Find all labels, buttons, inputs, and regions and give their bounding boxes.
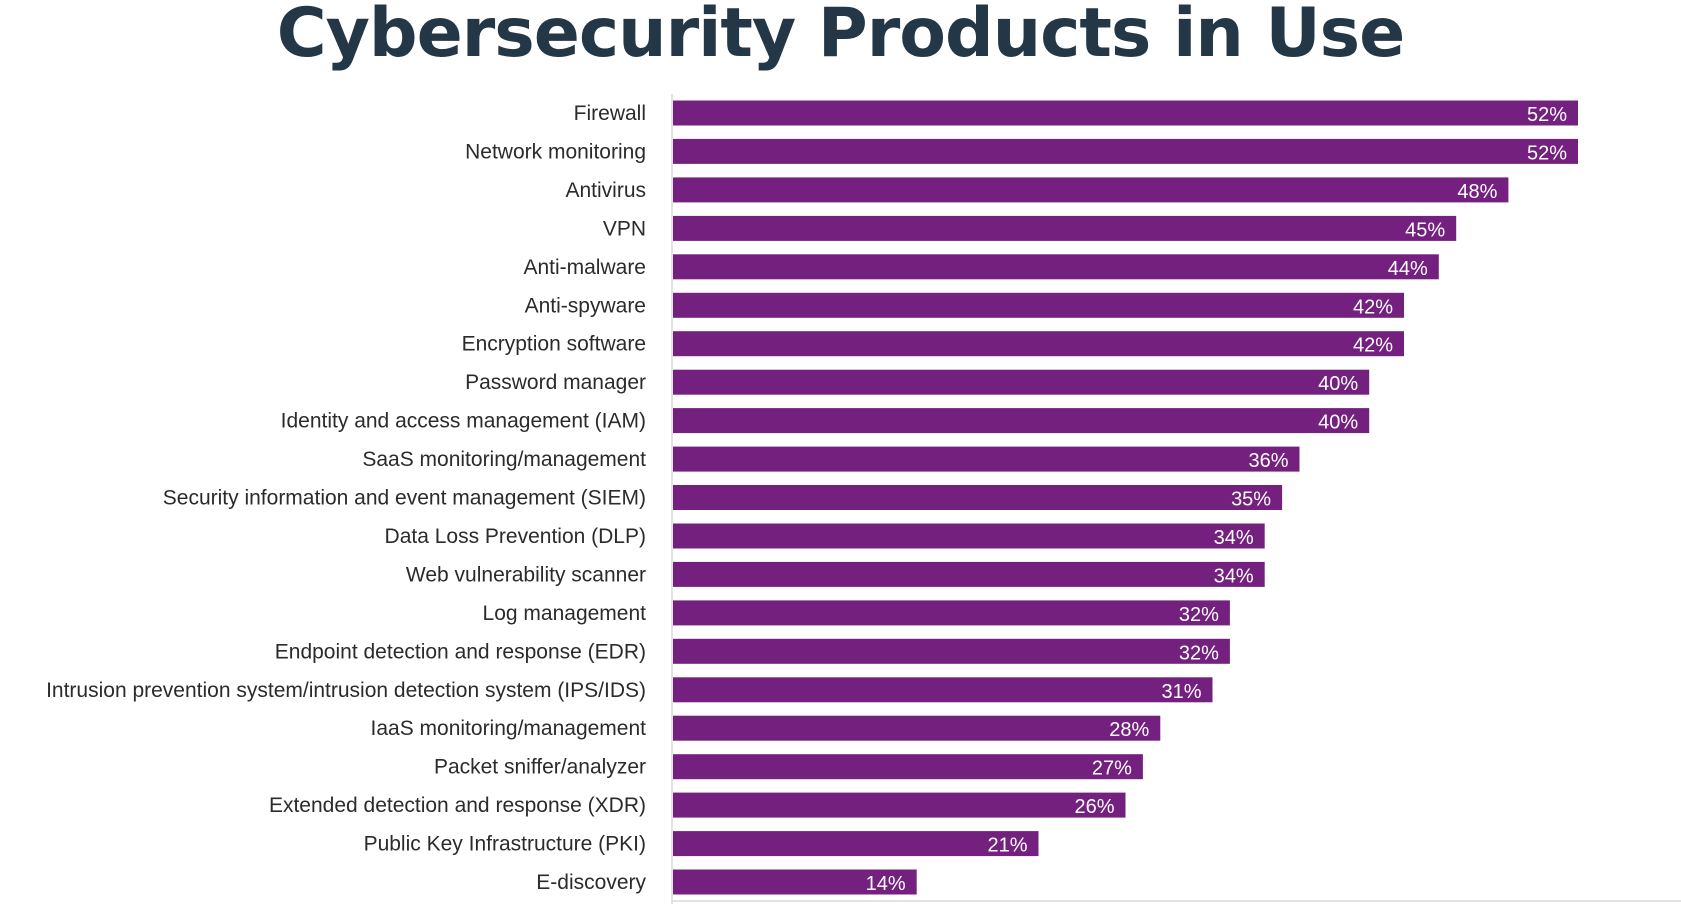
category-label-antivirus: Antivirus [565,179,646,202]
category-label-anti-spyware: Anti-spyware [525,294,646,317]
bar-antivirus [673,177,1509,203]
bars-group [673,100,1578,895]
bar-anti-malware [673,254,1439,280]
category-label-endpoint-detection-and-response-edr: Endpoint detection and response (EDR) [275,640,646,663]
bar-encryption-software [673,331,1404,357]
value-label-password-manager: 40% [1318,373,1358,395]
bar-public-key-infrastructure-pki [673,831,1039,857]
category-label-firewall: Firewall [574,102,646,125]
value-label-saas-monitoring-management: 36% [1248,450,1288,472]
category-label-web-vulnerability-scanner: Web vulnerability scanner [406,563,646,586]
value-label-iaas-monitoring-management: 28% [1109,719,1149,741]
bar-e-discovery [673,869,917,895]
category-label-e-discovery: E-discovery [536,871,646,894]
value-label-public-key-infrastructure-pki: 21% [987,835,1027,857]
value-label-security-information-and-event-management-siem: 35% [1231,489,1271,511]
category-label-encryption-software: Encryption software [462,333,646,356]
bar-log-management [673,600,1230,626]
category-labels: Firewall Network monitoring Antivirus VPN An… [46,102,646,894]
bar-security-information-and-event-management-siem [673,485,1283,510]
category-label-anti-malware: Anti-malware [523,256,646,279]
chart-title: Cybersecurity Products in Use [276,0,1406,73]
category-label-iaas-monitoring-management: IaaS monitoring/management [371,717,647,740]
bar-identity-and-access-management-iam [673,408,1370,434]
value-labels: 52% 52% 48% 45% 44% 42% 42% 40% 40% 36% 35% 34% 34% 3… [866,104,1568,895]
value-label-web-vulnerability-scanner: 34% [1214,565,1254,587]
bar-packet-sniffer-analyzer [673,754,1143,780]
value-label-packet-sniffer-analyzer: 27% [1092,758,1132,780]
value-label-network-monitoring: 52% [1527,142,1567,164]
bar-web-vulnerability-scanner [673,561,1265,587]
value-label-identity-and-access-management-iam: 40% [1318,412,1358,434]
category-label-packet-sniffer-analyzer: Packet sniffer/analyzer [434,756,646,779]
bar-iaas-monitoring-management [673,715,1161,741]
value-label-anti-spyware: 42% [1353,296,1393,318]
category-label-saas-monitoring-management: SaaS monitoring/management [362,448,646,471]
category-label-intrusion-prevention-system-intrusion-detection-system-ips-ids: Intrusion prevention system/intrusion de… [46,679,646,702]
bar-extended-detection-and-response-xdr [673,792,1126,818]
value-label-endpoint-detection-and-response-edr: 32% [1179,642,1219,664]
category-label-network-monitoring: Network monitoring [465,140,646,163]
category-label-password-manager: Password manager [465,371,646,394]
value-label-firewall: 52% [1527,104,1567,126]
bar-firewall [673,100,1578,126]
bar-endpoint-detection-and-response-edr [673,638,1230,664]
value-label-antivirus: 48% [1457,181,1497,203]
value-label-data-loss-prevention-dlp: 34% [1214,527,1254,549]
category-label-vpn: VPN [603,217,646,240]
bar-data-loss-prevention-dlp [673,523,1265,549]
category-label-data-loss-prevention-dlp: Data Loss Prevention (DLP) [385,525,646,548]
bar-network-monitoring [673,138,1578,164]
category-label-public-key-infrastructure-pki: Public Key Infrastructure (PKI) [364,833,646,856]
category-label-identity-and-access-management-iam: Identity and access management (IAM) [281,410,646,433]
category-label-security-information-and-event-management-siem: Security information and event managemen… [163,487,646,510]
category-label-extended-detection-and-response-xdr: Extended detection and response (XDR) [269,794,646,817]
value-label-intrusion-prevention-system-intrusion-detection-system-ips-ids: 31% [1161,681,1201,703]
bar-saas-monitoring-management [673,446,1300,472]
bar-anti-spyware [673,292,1404,318]
value-label-log-management: 32% [1179,604,1219,626]
bar-intrusion-prevention-system-intrusion-detection-system-ips-ids [673,677,1213,703]
category-label-log-management: Log management [483,602,647,625]
value-label-extended-detection-and-response-xdr: 26% [1074,796,1114,818]
value-label-vpn: 45% [1405,219,1445,241]
bar-password-manager [673,369,1370,395]
value-label-encryption-software: 42% [1353,335,1393,357]
value-label-e-discovery: 14% [866,873,906,895]
bar-vpn [673,215,1457,241]
value-label-anti-malware: 44% [1388,258,1428,280]
